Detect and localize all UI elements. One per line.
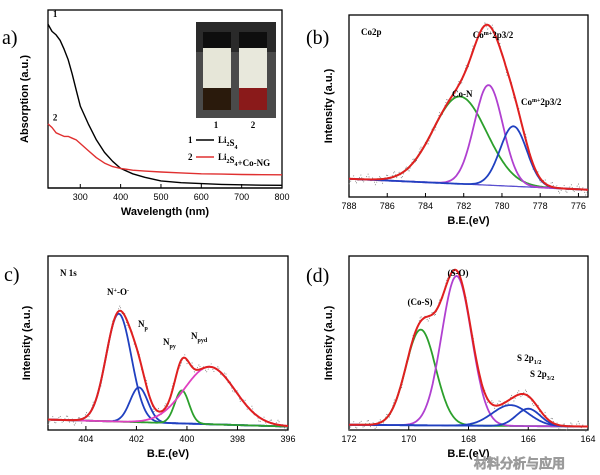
spectrum-title: N 1s: [60, 268, 77, 278]
x-tick-label: 784: [418, 201, 433, 211]
chart-d: 172 170 168 166 164 B.E.(eV) Intensity (a.u.) (…: [306, 255, 596, 460]
y-axis-label: Absorption (a.u.): [19, 55, 31, 143]
curve-label-2: 2: [53, 112, 58, 122]
chart-b: 788 786 784 782 780 778 776 B.E.(eV) Intensity (…: [306, 14, 589, 227]
peak-annotation: (Co-S): [408, 297, 433, 307]
x-tick-label: 400: [179, 434, 194, 444]
vial-solution-2: [239, 88, 267, 110]
envelope-line: [349, 23, 588, 191]
x-tick-label: 168: [461, 434, 476, 444]
series-line-Li2S4-Co-NG: [47, 123, 283, 176]
x-axis-label: B.E.(eV): [147, 448, 190, 460]
raw-data-points: [348, 21, 589, 196]
series-line-Li2S4: [47, 23, 283, 186]
x-tick-label: 164: [580, 434, 595, 444]
peak-annotation: Com+2p3/2: [521, 97, 562, 107]
x-tick-label: 166: [521, 434, 536, 444]
x-tick-label: 782: [456, 201, 471, 211]
envelope-line: [48, 309, 289, 427]
envelope-line: [349, 268, 588, 428]
plot-frame-c: [47, 255, 289, 431]
x-tick-label: 170: [401, 434, 416, 444]
x-axis-label: B.E.(eV): [447, 448, 490, 460]
y-axis-label: Intensity (a.u.): [323, 68, 335, 143]
x-tick-label: 776: [571, 201, 586, 211]
peak-annotation: N+-O-: [107, 287, 129, 297]
x-tick-label: 500: [153, 192, 168, 202]
x-tick-label: 700: [234, 192, 249, 202]
peak-annotation: Npy: [163, 337, 176, 350]
legend-number: 1: [188, 135, 193, 145]
chart-c: 404 402 400 398 396 B.E.(eV) Intensity (a.u.) c…: [4, 255, 296, 460]
x-tick-label: 396: [280, 434, 295, 444]
plot-frame-b: [348, 14, 589, 198]
x-axis-label: B.E.(eV): [447, 215, 490, 227]
vial-label-2: 2: [251, 120, 256, 130]
x-tick-label: 778: [533, 201, 548, 211]
vial-cap-2: [239, 32, 267, 48]
x-tick-label: 398: [230, 434, 245, 444]
plot-frame-d: [348, 255, 589, 431]
panel-letter: (d): [306, 265, 329, 287]
raw-data-points: [348, 269, 589, 433]
x-tick-label: 780: [494, 201, 509, 211]
x-tick-label: 786: [380, 201, 395, 211]
component--S-O-: [349, 274, 588, 428]
curve-label-1: 1: [53, 9, 58, 19]
y-axis-label: Intensity (a.u.): [21, 305, 33, 380]
watermark-text: 材料分析与应用: [474, 456, 565, 472]
x-tick-label: 402: [129, 434, 144, 444]
x-tick-label: 788: [341, 201, 356, 211]
spectrum-title: Co2p: [361, 27, 382, 37]
panel-letter: c): [4, 264, 20, 286]
peak-annotation: S 2p1/2: [517, 353, 541, 366]
peak-annotation: Co-N: [452, 89, 473, 99]
x-tick-label: 172: [341, 434, 356, 444]
x-tick-label: 404: [78, 434, 93, 444]
inset-photo: [196, 22, 276, 118]
x-tick-label: 300: [73, 192, 88, 202]
peak-annotation: S 2p3/2: [530, 369, 554, 382]
vial-solution-1: [203, 88, 231, 110]
chart-a: 300 400 500 600 700 800 Wavelength (nm) Absorpt…: [2, 9, 290, 218]
x-tick-label: 400: [113, 192, 128, 202]
vial-cap-1: [203, 32, 231, 48]
component-Co-N: [349, 95, 588, 191]
legend-number: 2: [188, 152, 193, 162]
component-S-2p3-2: [349, 407, 588, 428]
panel-letter: a): [2, 27, 18, 49]
panel-letter: (b): [306, 27, 329, 49]
peak-annotation: Npyd: [191, 331, 208, 344]
x-tick-label: 600: [194, 192, 209, 202]
peak-annotation: Np: [138, 319, 149, 332]
peak-annotation: Com+2p3/2: [473, 30, 514, 40]
x-tick-label: 800: [274, 192, 289, 202]
legend-label: Li2S4: [218, 135, 238, 151]
legend: 1 Li2S4 2 Li2S4+Co-NG: [188, 135, 270, 168]
x-axis-label: Wavelength (nm): [121, 206, 210, 218]
component-N-O-: [48, 312, 288, 428]
component-Com-2p3-2-sat: [348, 125, 588, 191]
legend-label: Li2S4+Co-NG: [218, 152, 270, 168]
vial-label-1: 1: [214, 120, 219, 130]
y-axis-label: Intensity (a.u.): [323, 305, 335, 380]
peak-annotation: (S-O): [448, 268, 469, 278]
